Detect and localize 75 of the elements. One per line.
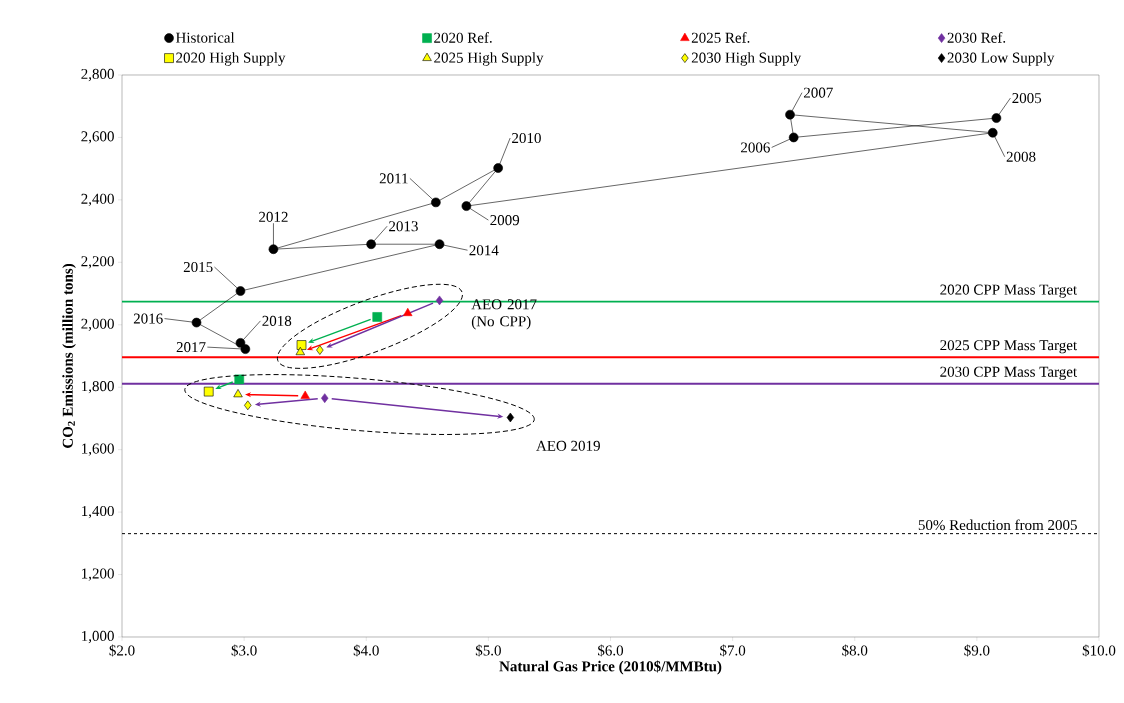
y-tick-label: 1,400 <box>82 505 114 519</box>
y-tick-label: 1,800 <box>82 381 114 394</box>
annotation: 2011 <box>379 173 408 184</box>
point <box>461 201 472 211</box>
point <box>987 127 998 138</box>
point <box>268 244 279 255</box>
legend-label: 2030 Low Supply <box>947 52 1055 66</box>
ref-line-label: 2020 CPP Mass Target <box>940 284 1078 298</box>
point <box>244 400 252 411</box>
y-axis-title: CO$_{2}$ Emissions (million tons) <box>62 263 76 448</box>
annotation: 2009 <box>490 215 520 226</box>
ref-line-label: 50% Reduction from 2005 <box>918 519 1077 531</box>
point <box>233 389 243 398</box>
legend-label: 2025 High Supply <box>434 52 544 66</box>
point <box>991 113 1002 123</box>
y-tick-label: 2,400 <box>81 193 114 207</box>
point <box>435 295 444 306</box>
y-tick-label: 2,000 <box>81 318 114 331</box>
legend-label: 2025 Ref. <box>691 32 750 43</box>
point <box>366 239 376 250</box>
point <box>434 239 445 250</box>
x-tick-label: $5.0 <box>475 644 501 657</box>
x-tick-label: $4.0 <box>353 644 379 657</box>
point <box>203 386 214 397</box>
point <box>785 109 795 120</box>
x-tick-label: $7.0 <box>720 644 746 657</box>
point <box>403 307 413 317</box>
annotation: 2010 <box>512 132 541 144</box>
x-tick-label: $2.0 <box>109 644 135 657</box>
point <box>295 346 305 356</box>
annotation: 2007 <box>803 87 833 98</box>
point <box>431 197 441 208</box>
x-tick-label: $6.0 <box>598 644 624 657</box>
point <box>191 317 202 328</box>
y-tick-label: 2,200 <box>81 256 114 269</box>
point <box>235 338 246 348</box>
x-tick-label: $9.0 <box>964 644 990 657</box>
ref-line-label: 2025 CPP Mass Target <box>940 340 1078 354</box>
ref-line-label: 2030 CPP Mass Target <box>940 366 1078 380</box>
x-tick-label: $8.0 <box>842 644 868 657</box>
y-tick-label: 1,000 <box>82 630 114 644</box>
point <box>788 132 799 143</box>
x-axis-title: Natural Gas Price (2010$/MMBtu) <box>499 660 722 675</box>
x-tick-label: $3.0 <box>231 644 257 657</box>
point <box>300 390 310 399</box>
annotation: AEO 2019 <box>536 440 600 451</box>
annotation: 2017 <box>176 342 206 353</box>
point <box>372 312 383 322</box>
x-tick-label: $10.0 <box>1082 644 1116 657</box>
annotation: 2014 <box>469 245 499 256</box>
legend-label: 2030 Ref. <box>947 32 1006 43</box>
point <box>321 393 329 403</box>
point <box>316 345 324 355</box>
annotation: 2013 <box>389 221 418 232</box>
y-tick-label: 1,200 <box>82 568 114 581</box>
annotation: AEO 2017 (No CPP) <box>471 299 537 330</box>
annotation: 2012 <box>259 211 288 222</box>
point <box>240 344 251 354</box>
y-tick-label: 1,600 <box>82 443 114 456</box>
legend-label: Historical <box>175 32 235 43</box>
legend-label: 2030 High Supply <box>691 52 802 66</box>
y-tick-label: 2,600 <box>81 131 114 144</box>
y-tick-label: 2,800 <box>81 68 114 82</box>
annotation: 2016 <box>133 313 163 324</box>
legend-label: 2020 High Supply <box>176 52 286 66</box>
annotation: 2015 <box>183 261 213 273</box>
point <box>234 374 245 385</box>
annotation: 2008 <box>1006 151 1036 162</box>
annotation: 2005 <box>1012 93 1042 104</box>
point <box>493 163 503 173</box>
point <box>235 286 246 296</box>
annotation: 2006 <box>741 142 770 153</box>
annotation: 2018 <box>262 315 292 326</box>
legend-label: 2020 Ref. <box>434 32 492 43</box>
point <box>506 412 515 423</box>
